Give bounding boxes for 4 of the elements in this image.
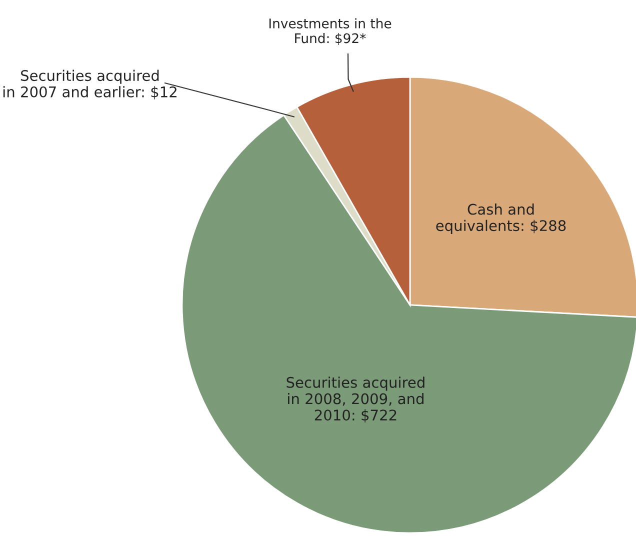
slice-label: Securities acquired in 2008, 2009, and 2010: $722 bbox=[286, 376, 424, 423]
slice-label: Investments in the Fund: $92* bbox=[269, 18, 392, 45]
slice-label: Securities acquired in 2007 and earlier: $12 bbox=[3, 70, 176, 100]
slice-label: Cash and equivalents: $288 bbox=[436, 204, 566, 234]
